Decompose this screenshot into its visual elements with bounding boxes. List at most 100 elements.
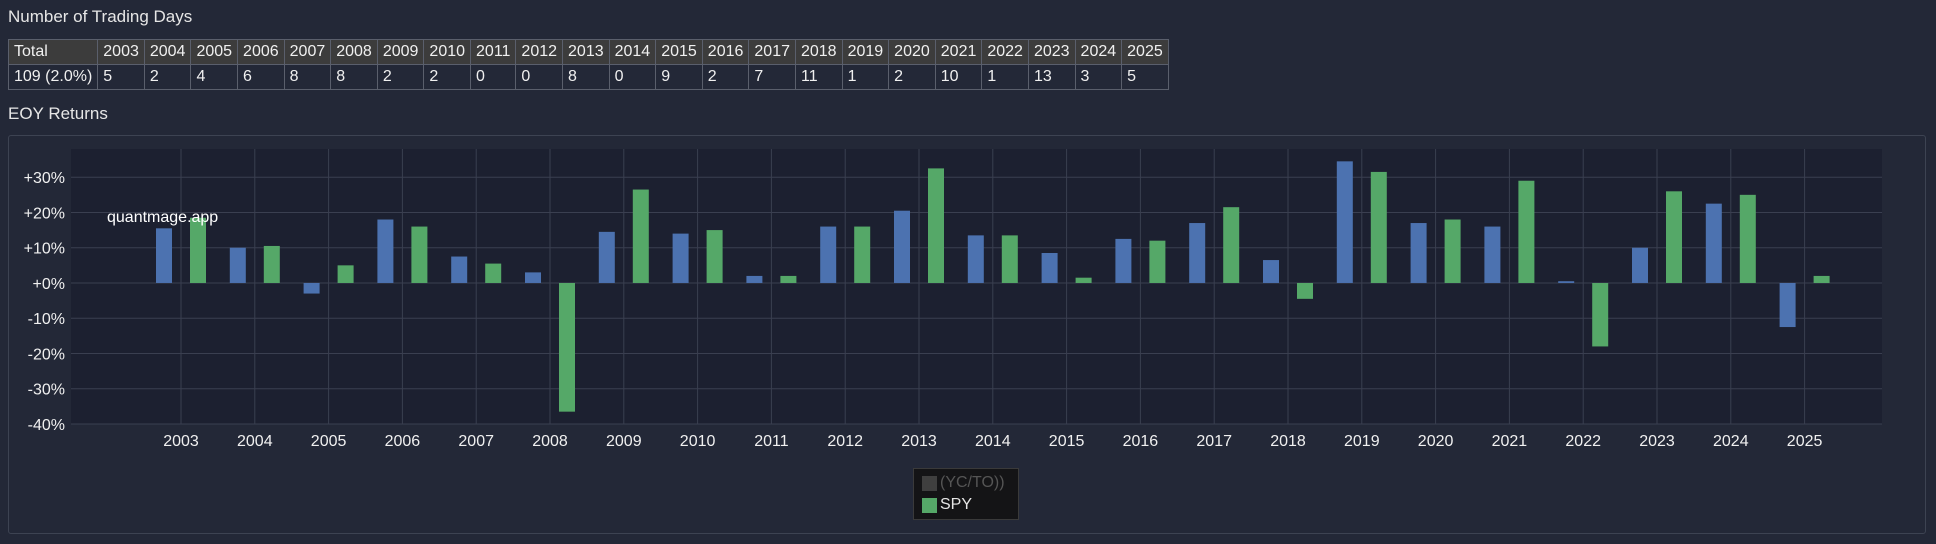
bar-spy[interactable] — [1297, 282, 1313, 299]
x-tick-label: 2007 — [458, 433, 494, 450]
bar-spy[interactable] — [559, 282, 575, 412]
trading-days-value-year: 5 — [97, 64, 145, 90]
trading-days-value-year: 2 — [143, 64, 192, 90]
watermark-text: quantmage.app — [107, 209, 218, 226]
bar-strategy[interactable] — [377, 219, 394, 283]
trading-days-header-year: 2007 — [283, 39, 332, 65]
bar-spy[interactable] — [1444, 219, 1461, 283]
y-tick-label: +0% — [33, 276, 65, 293]
x-tick-label: 2022 — [1565, 433, 1601, 450]
bar-strategy[interactable] — [894, 210, 910, 283]
trading-days-value-year: 13 — [1027, 64, 1076, 90]
x-tick-label: 2017 — [1196, 433, 1232, 450]
trading-days-value-year: 9 — [655, 64, 703, 90]
trading-days-header-year: 2013 — [562, 39, 610, 65]
trading-days-header-year: 2005 — [190, 39, 239, 65]
trading-days-header-year: 2019 — [841, 39, 890, 65]
bar-spy[interactable] — [1001, 235, 1018, 283]
bar-spy[interactable] — [706, 230, 723, 283]
x-tick-label: 2020 — [1418, 433, 1454, 450]
chart-legend[interactable]: (YC/TO)) SPY — [913, 468, 1019, 520]
bar-spy[interactable] — [632, 189, 649, 283]
bar-spy[interactable] — [1075, 277, 1092, 283]
bar-strategy[interactable] — [156, 228, 172, 283]
bar-strategy[interactable] — [746, 275, 763, 283]
trading-days-header-year: 2009 — [376, 39, 425, 65]
trading-days-value-year: 6 — [237, 64, 285, 90]
trading-days-header-year: 2016 — [701, 39, 750, 65]
bar-spy[interactable] — [485, 263, 502, 283]
bar-spy[interactable] — [190, 217, 206, 283]
y-tick-label: +10% — [24, 241, 65, 258]
trading-days-header-year: 2004 — [143, 39, 192, 65]
bar-strategy[interactable] — [967, 235, 984, 283]
eoy-returns-title: EOY Returns — [8, 104, 108, 123]
x-tick-label: 2013 — [901, 433, 937, 450]
bar-strategy[interactable] — [1558, 281, 1575, 283]
bar-spy[interactable] — [1813, 275, 1830, 283]
legend-item-spy[interactable]: SPY — [922, 494, 1010, 516]
eoy-returns-chart-panel: -40% -30% -20% -10% +0% +10% +20% +30% 2003 2004… — [8, 135, 1926, 534]
legend-label-spy: SPY — [940, 496, 973, 513]
x-tick-label: 2025 — [1787, 433, 1823, 450]
trading-days-header-row: Total 2003 2004 2005 2006 2007 2008 2009 2010 201… — [7, 39, 1169, 65]
x-tick-label: 2016 — [1123, 433, 1159, 450]
bar-strategy[interactable] — [303, 282, 320, 294]
bar-strategy[interactable] — [672, 233, 689, 283]
bar-strategy[interactable] — [229, 247, 246, 283]
x-tick-label: 2023 — [1639, 433, 1675, 450]
trading-days-header-year: 2015 — [655, 39, 703, 65]
bar-spy[interactable] — [411, 226, 428, 283]
x-tick-label: 2004 — [237, 433, 273, 450]
bar-strategy[interactable] — [1484, 226, 1501, 283]
bar-strategy[interactable] — [1189, 223, 1206, 283]
bar-spy[interactable] — [1666, 191, 1682, 283]
bar-strategy[interactable] — [1632, 247, 1648, 283]
bar-strategy[interactable] — [1410, 223, 1427, 283]
bar-spy[interactable] — [263, 245, 280, 283]
plot-area — [71, 149, 1882, 424]
trading-days-value-year: 1 — [981, 64, 1029, 90]
trading-days-value-year: 0 — [470, 64, 517, 90]
bar-spy[interactable] — [928, 168, 944, 283]
trading-days-value-year: 8 — [283, 64, 332, 90]
bar-strategy[interactable] — [451, 256, 468, 283]
trading-days-value-year: 5 — [1121, 64, 1169, 90]
bar-strategy[interactable] — [1705, 203, 1722, 283]
bar-strategy[interactable] — [1779, 282, 1796, 328]
x-tick-label: 2018 — [1270, 433, 1306, 450]
bar-strategy[interactable] — [525, 272, 541, 283]
trading-days-table: Total 2003 2004 2005 2006 2007 2008 2009 2010 201… — [7, 39, 1169, 90]
trading-days-header-year: 2021 — [934, 39, 983, 65]
trading-days-header-year: 2020 — [888, 39, 936, 65]
bar-spy[interactable] — [780, 275, 797, 283]
trading-days-value-year: 0 — [515, 64, 564, 90]
bar-spy[interactable] — [854, 226, 871, 283]
x-tick-label: 2012 — [827, 433, 863, 450]
bar-spy[interactable] — [1370, 171, 1387, 283]
y-tick-label: +30% — [24, 170, 65, 187]
legend-label-strategy: (YC/TO)) — [940, 474, 1005, 491]
trading-days-header-year: 2006 — [237, 39, 285, 65]
bar-strategy[interactable] — [1115, 238, 1132, 283]
x-tick-label: 2006 — [385, 433, 421, 450]
bar-spy[interactable] — [1739, 194, 1756, 283]
trading-days-value-total: 109 (2.0%) — [7, 64, 99, 90]
trading-days-value-year: 2 — [701, 64, 750, 90]
bar-spy[interactable] — [337, 265, 354, 283]
trading-days-header-year: 2003 — [97, 39, 145, 65]
trading-days-header-year: 2011 — [470, 39, 517, 65]
bar-spy[interactable] — [1223, 207, 1240, 283]
bar-strategy[interactable] — [1336, 161, 1353, 283]
bar-spy[interactable] — [1592, 282, 1609, 347]
x-tick-label: 2015 — [1049, 433, 1085, 450]
bar-spy[interactable] — [1518, 180, 1535, 283]
bar-strategy[interactable] — [1041, 253, 1058, 283]
legend-item-strategy[interactable]: (YC/TO)) — [922, 472, 1010, 494]
bar-strategy[interactable] — [820, 226, 837, 283]
bar-spy[interactable] — [1149, 240, 1166, 283]
trading-days-header-year: 2024 — [1074, 39, 1123, 65]
bar-strategy[interactable] — [1263, 260, 1279, 283]
trading-days-header-year: 2023 — [1027, 39, 1076, 65]
bar-strategy[interactable] — [598, 231, 615, 283]
